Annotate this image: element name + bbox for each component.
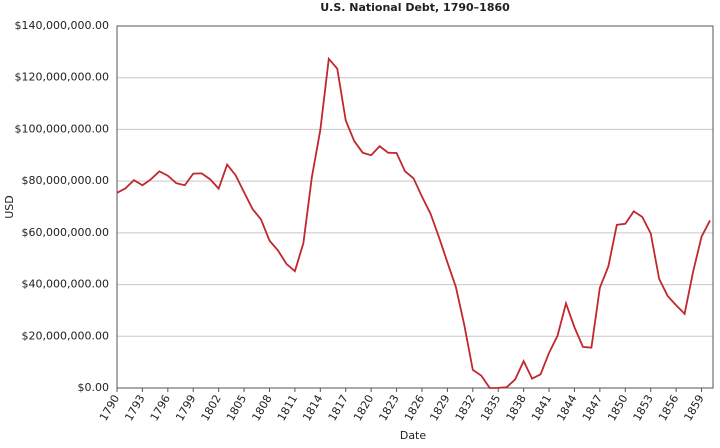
x-tick-label: 1859 bbox=[681, 393, 706, 424]
x-tick-label: 1814 bbox=[300, 393, 325, 424]
x-tick-label: 1844 bbox=[554, 393, 579, 424]
y-tick-label: $100,000,000.00 bbox=[15, 122, 109, 135]
y-tick-label: $0.00 bbox=[78, 381, 110, 394]
x-tick-label: 1829 bbox=[427, 393, 452, 424]
y-tick-label: $60,000,000.00 bbox=[22, 226, 109, 239]
x-tick-label: 1850 bbox=[605, 393, 630, 424]
x-axis-label: Date bbox=[400, 429, 427, 442]
plot-border bbox=[116, 25, 714, 389]
x-tick-label: 1838 bbox=[504, 393, 529, 424]
y-tick-label: $140,000,000.00 bbox=[15, 19, 109, 32]
y-tick-label: $120,000,000.00 bbox=[15, 71, 109, 84]
x-tick-label: 1805 bbox=[224, 393, 249, 424]
y-tick-label: $80,000,000.00 bbox=[22, 174, 109, 187]
x-tick-label: 1790 bbox=[97, 393, 122, 424]
x-tick-label: 1802 bbox=[199, 393, 224, 424]
y-tick-label: $20,000,000.00 bbox=[22, 329, 109, 342]
y-tick-label: $40,000,000.00 bbox=[22, 278, 109, 291]
x-tick-label: 1799 bbox=[173, 393, 198, 424]
x-tick-label: 1841 bbox=[529, 393, 554, 424]
x-tick-label: 1820 bbox=[351, 393, 376, 424]
x-tick-label: 1817 bbox=[326, 393, 351, 424]
x-tick-label: 1853 bbox=[631, 393, 656, 424]
chart-title: U.S. National Debt, 1790–1860 bbox=[320, 1, 510, 14]
x-tick-label: 1847 bbox=[580, 393, 605, 424]
x-tick-label: 1796 bbox=[148, 393, 173, 424]
x-tick-label: 1811 bbox=[275, 393, 300, 424]
x-tick-label: 1793 bbox=[122, 393, 147, 424]
x-tick-label: 1826 bbox=[402, 393, 427, 424]
x-tick-label: 1856 bbox=[656, 393, 681, 424]
y-axis-label: USD bbox=[3, 195, 16, 219]
x-tick-label: 1823 bbox=[376, 393, 401, 424]
x-tick-label: 1808 bbox=[249, 393, 274, 424]
data-line bbox=[116, 56, 711, 389]
x-tick-label: 1832 bbox=[453, 393, 478, 424]
x-tick-label: 1835 bbox=[478, 393, 503, 424]
